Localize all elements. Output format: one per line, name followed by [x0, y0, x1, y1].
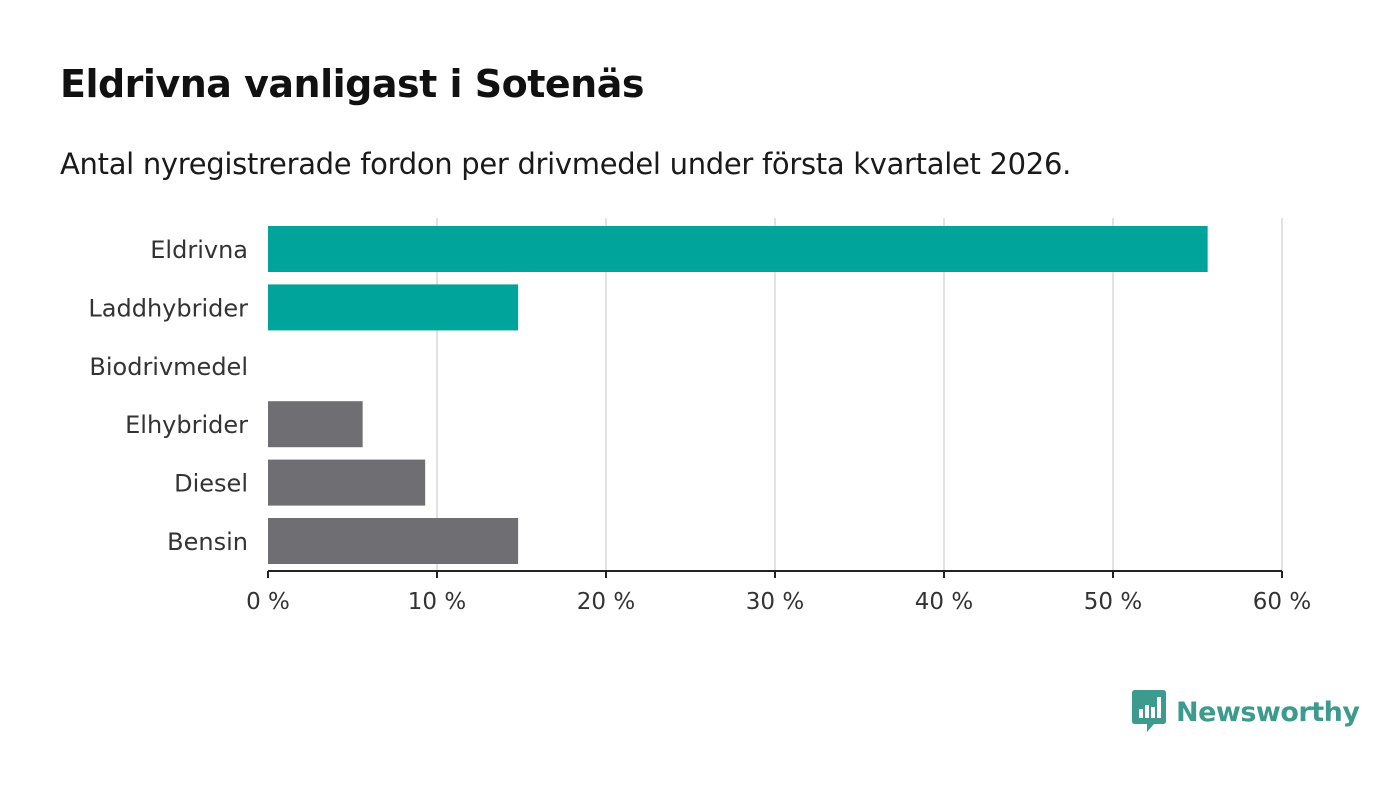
category-label: Elhybrider: [125, 411, 248, 439]
x-tick-label: 60 %: [1253, 589, 1311, 615]
category-label: Eldrivna: [150, 236, 248, 264]
x-tick-label: 30 %: [746, 589, 804, 615]
bar-elhybrider: [268, 401, 363, 448]
chart-subtitle: Antal nyregistrerade fordon per drivmede…: [60, 147, 1072, 181]
category-label: Diesel: [174, 470, 248, 498]
category-label: Laddhybrider: [88, 294, 248, 322]
bar-eldrivna: [268, 226, 1208, 272]
logo-wordmark: Newsworthy: [1176, 696, 1360, 728]
bar-diesel: [268, 459, 426, 506]
x-tick-label: 40 %: [915, 589, 973, 615]
newsworthy-logo[interactable]: Newsworthy: [1132, 690, 1360, 734]
chart-title: Eldrivna vanligast i Sotenäs: [60, 62, 645, 106]
category-label: Biodrivmedel: [89, 353, 248, 381]
bar-laddhybrider: [268, 284, 519, 331]
x-tick-label: 0 %: [246, 589, 290, 615]
category-label: Bensin: [167, 528, 248, 556]
x-tick-label: 20 %: [577, 589, 635, 615]
bar-chart-speech-bubble-icon: [1132, 690, 1166, 732]
x-tick-label: 50 %: [1084, 589, 1142, 615]
bar-bensin: [268, 518, 519, 564]
x-tick-label: 10 %: [408, 589, 466, 615]
